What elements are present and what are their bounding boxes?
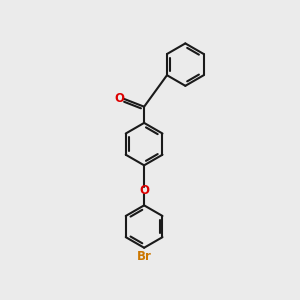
Text: O: O xyxy=(114,92,124,105)
Text: O: O xyxy=(139,184,149,196)
Text: Br: Br xyxy=(137,250,152,263)
